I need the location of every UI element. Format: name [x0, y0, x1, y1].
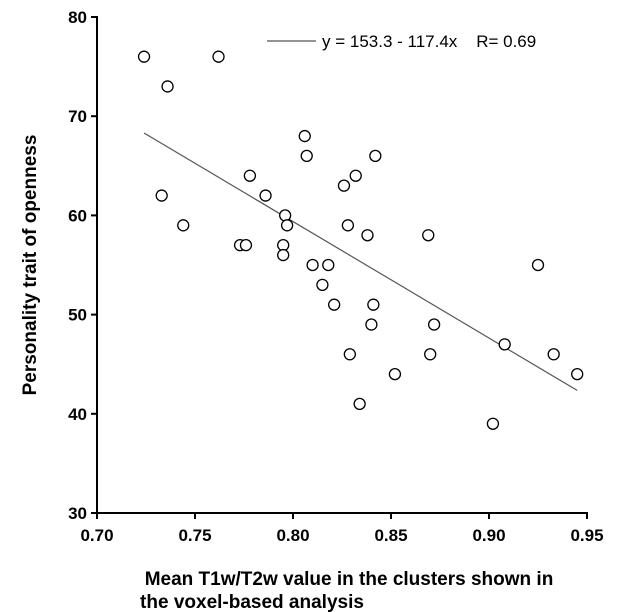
data-point — [486, 417, 500, 430]
data-point — [353, 397, 366, 411]
data-point — [239, 239, 253, 252]
x-tick-label: 0.75 — [178, 526, 211, 545]
y-ticks: 30 40 50 60 70 80 — [68, 8, 97, 523]
data-point — [388, 367, 402, 381]
data-point — [422, 229, 435, 242]
fit-line — [143, 132, 578, 391]
data-point — [361, 229, 374, 242]
data-point — [547, 348, 560, 361]
data-point — [298, 129, 311, 143]
y-tick-label: 30 — [68, 504, 87, 523]
data-point — [343, 348, 356, 361]
x-tick-label: 0.80 — [276, 526, 309, 545]
data-point — [369, 149, 382, 163]
y-tick-label: 60 — [68, 206, 87, 225]
data-point — [259, 189, 272, 202]
fit-line-group — [143, 132, 578, 391]
data-point — [328, 298, 341, 311]
data-point — [243, 169, 257, 182]
x-tick-label: 0.90 — [472, 526, 505, 545]
data-point — [177, 219, 190, 232]
data-point — [306, 258, 319, 272]
axes — [96, 16, 588, 514]
data-point — [279, 209, 292, 222]
data-point — [316, 278, 329, 291]
data-point — [341, 219, 355, 232]
y-axis-label: Personality trait of openness — [20, 135, 41, 396]
y-tick-label: 40 — [68, 405, 87, 424]
data-point — [531, 258, 545, 272]
y-tick-label: 70 — [68, 107, 87, 126]
data-point — [337, 179, 351, 192]
y-tick-label: 50 — [68, 306, 87, 325]
data-point — [349, 169, 362, 182]
data-point — [571, 367, 584, 381]
x-axis-label-line-2: the voxel-based analysis — [140, 592, 364, 612]
data-point — [498, 338, 511, 351]
data-point — [212, 50, 225, 63]
data-point — [161, 80, 174, 93]
legend-text: y = 153.3 - 117.4x R= 0.69 — [322, 32, 536, 51]
data-point — [367, 298, 380, 311]
data-point — [277, 248, 290, 262]
data-point — [322, 258, 335, 272]
x-tick-label: 0.70 — [80, 526, 113, 545]
x-tick-label: 0.85 — [374, 526, 407, 545]
data-point — [424, 348, 437, 361]
data-point — [365, 318, 378, 331]
data-point — [155, 189, 168, 202]
x-ticks: 0.70 0.75 0.80 0.85 0.90 0.95 — [80, 513, 604, 545]
data-point — [427, 318, 441, 331]
y-tick-label: 80 — [68, 8, 87, 27]
data-point — [300, 149, 313, 163]
x-tick-label: 0.95 — [570, 526, 603, 545]
data-point — [280, 219, 294, 232]
x-axis-label-line-1: Mean T1w/T2w value in the clusters shown… — [145, 569, 554, 590]
data-points — [137, 50, 584, 430]
legend: y = 153.3 - 117.4x R= 0.69 — [267, 32, 536, 51]
data-point — [137, 50, 151, 63]
